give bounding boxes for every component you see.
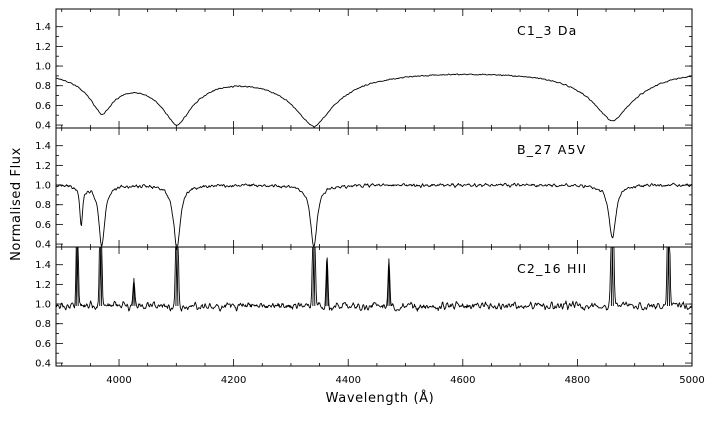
emission-line-7 <box>387 258 391 307</box>
y-tick-label: 1.4 <box>35 260 51 271</box>
panel-3: 0.4 0.6 0.8 1.0 1.2 1.4 C2_16 HII <box>35 246 693 370</box>
y-tick-label: 1.0 <box>35 62 51 73</box>
y-tick-label: 0.6 <box>35 220 51 231</box>
emission-line-2 <box>99 246 103 307</box>
x-tick-label: 4800 <box>565 375 590 386</box>
y-tick-label: 1.2 <box>35 280 51 291</box>
x-axis: 4000 4200 4400 4600 4800 5000 <box>106 375 704 386</box>
y-axis-title: Normalised Flux <box>9 147 24 261</box>
y-tick-label: 0.4 <box>35 240 51 251</box>
y-tick-label: 1.4 <box>35 22 51 33</box>
x-tick-label: 4600 <box>450 375 475 386</box>
panel-1: 0.4 0.6 0.8 1.0 1.2 1.4 C1_3 Da <box>35 9 693 132</box>
panel-label-1: C1_3 Da <box>517 23 578 38</box>
emission-line-6 <box>325 261 329 307</box>
spectrum-line-panel-2 <box>55 182 693 248</box>
x-tick-label: 4200 <box>221 375 246 386</box>
panels-layer: 0.4 0.6 0.8 1.0 1.2 1.4 C1_3 Da 0.4 0.6 0.8 1.0 1.2… <box>35 8 693 370</box>
panel-2: 0.4 0.6 0.8 1.0 1.2 1.4 B_27 A5V <box>35 127 693 251</box>
y-tick-label: 0.8 <box>35 319 51 330</box>
emission-line-3 <box>132 278 136 307</box>
spectrum-line-panel-3 <box>55 246 693 312</box>
emission-line-4 <box>175 246 179 307</box>
emission-line-8 <box>610 246 614 307</box>
y-tick-label: 1.0 <box>35 181 51 192</box>
y-tick-label: 0.6 <box>35 339 51 350</box>
x-tick-label: 4000 <box>106 375 131 386</box>
y-tick-label: 0.8 <box>35 81 51 92</box>
y-tick-label: 1.4 <box>35 141 51 152</box>
y-tick-label: 0.4 <box>35 121 51 132</box>
y-tick-label: 0.6 <box>35 101 51 112</box>
x-tick-label: 4400 <box>335 375 360 386</box>
y-tick-label: 1.2 <box>35 42 51 53</box>
y-tick-label: 1.0 <box>35 300 51 311</box>
panel-label-2: B_27 A5V <box>517 142 586 157</box>
emission-line-9 <box>667 246 670 307</box>
y-tick-label: 0.4 <box>35 359 51 370</box>
y-tick-label: 1.2 <box>35 161 51 172</box>
x-tick-label: 5000 <box>679 375 704 386</box>
y-tick-label: 0.8 <box>35 200 51 211</box>
x-axis-title: Wavelength (Å) <box>326 390 435 406</box>
spectrum-line-panel-1 <box>55 73 693 128</box>
plot-frame <box>55 8 693 367</box>
emission-line-5 <box>312 246 316 307</box>
panel-label-3: C2_16 HII <box>517 261 587 276</box>
